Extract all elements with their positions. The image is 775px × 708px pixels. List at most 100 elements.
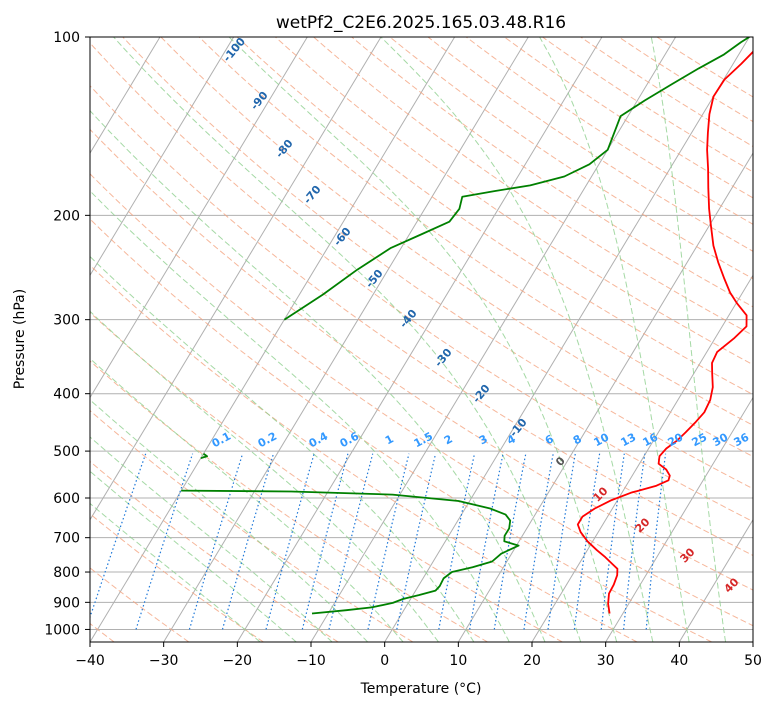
dry-adiabat-line [90, 360, 488, 642]
plot-frame [89, 36, 754, 643]
temperature-profile-line [576, 50, 753, 614]
isotherm-line [163, 37, 529, 642]
x-tick-label: −40 [75, 653, 105, 669]
y-tick-label: 300 [53, 313, 80, 329]
isotherm-line [605, 396, 753, 642]
isotherm-line [310, 37, 677, 642]
x-tick-label: 40 [670, 653, 688, 669]
x-tick-label: −10 [296, 653, 326, 669]
y-axis-label: Pressure (hPa) [12, 289, 28, 389]
isotherm-line [384, 37, 750, 642]
dry-adiabat-line [313, 37, 753, 336]
isotherm-line [90, 37, 161, 155]
y-tick-label: 400 [53, 387, 80, 403]
mixing-ratio-label: 2 [442, 432, 455, 447]
dewpoint-profile-line [181, 489, 520, 615]
moist-adiabat-line [90, 109, 546, 642]
moist-adiabat-line [90, 190, 510, 642]
dry-adiabat-label: -70 [301, 183, 324, 207]
y-tick-label: 700 [53, 531, 80, 547]
y-tick-label: 500 [53, 444, 80, 460]
dry-adiabat-label: -100 [220, 35, 248, 65]
mixing-ratio-line [645, 453, 667, 630]
moist-adiabat-line [90, 357, 404, 642]
mixing-ratio-label: 3 [477, 432, 490, 447]
dry-adiabat-line [90, 264, 638, 642]
mixing-ratio-label: 36 [732, 430, 752, 449]
dry-adiabat-label: -40 [397, 307, 420, 331]
mixing-ratio-line [221, 453, 275, 630]
isotherm-line [457, 152, 753, 642]
dry-adiabat-label: -80 [273, 137, 296, 161]
isotherm-line [90, 37, 235, 277]
dry-adiabat-line [236, 37, 753, 396]
mixing-ratio-label: 13 [619, 431, 639, 450]
isotherm-line [0, 37, 13, 642]
dry-adiabat-line [90, 513, 264, 642]
isotherm-line [90, 37, 382, 521]
mixing-ratio-line [135, 453, 194, 630]
mixing-ratio-line [188, 453, 244, 630]
dry-adiabat-line [90, 42, 753, 523]
dewpoint-profile-line [283, 37, 750, 321]
x-tick-label: 10 [449, 653, 467, 669]
dry-adiabat-line [90, 218, 712, 642]
dry-adiabat-line [90, 173, 753, 627]
dry-adiabat-line [90, 567, 190, 642]
mixing-ratio-line [547, 453, 576, 630]
mixing-ratio-label: 0.4 [307, 429, 331, 450]
moist-adiabat-line [90, 436, 333, 642]
moist-adiabat-line [90, 502, 261, 642]
mixing-ratio-line [438, 453, 476, 630]
mixing-ratio-label: 0.1 [210, 430, 233, 451]
dry-adiabat-label: -60 [331, 225, 354, 249]
dry-adiabat-line [465, 37, 753, 225]
x-tick-label: 20 [523, 653, 541, 669]
dry-adiabat-line [160, 37, 753, 458]
isotherm-line [678, 518, 753, 642]
mixing-ratio-line [469, 453, 504, 630]
mixing-ratio-line [90, 453, 147, 620]
moist-adiabat-line [228, 37, 618, 642]
mixing-ratio-label: 6 [543, 432, 556, 447]
chart-title: wetPf2_C2E6.2025.165.03.48.R16 [276, 13, 566, 33]
mixing-ratio-line [328, 453, 374, 630]
isotherm-line [90, 37, 308, 399]
y-tick-label: 600 [53, 491, 80, 507]
dry-adiabat-label: -50 [363, 267, 386, 291]
isotherm-line [90, 37, 456, 642]
dry-adiabat-label: -20 [470, 382, 493, 406]
moist-adiabat-line [539, 37, 690, 642]
mixing-ratio-label: 20 [666, 430, 686, 449]
mixing-ratio-line [265, 453, 315, 630]
moist-adiabat-line [90, 399, 369, 642]
dry-adiabat-line [351, 37, 753, 308]
mixing-ratio-line [396, 453, 437, 630]
dry-adiabat-line [90, 128, 753, 591]
mixing-ratio-label: 16 [641, 430, 661, 449]
moist-adiabat-line [90, 470, 297, 642]
isotherm-line [752, 641, 753, 642]
moist-adiabat-label: 0 [553, 454, 568, 469]
moist-adiabat-label: 40 [722, 575, 742, 595]
dry-adiabat-line [90, 311, 563, 642]
y-tick-label: 100 [53, 30, 80, 46]
moist-adiabat-line [90, 310, 439, 642]
moist-adiabat-line [90, 255, 475, 642]
mixing-ratio-label: 0.2 [256, 430, 279, 451]
mixing-ratio-label: 0.6 [338, 429, 362, 450]
x-tick-label: −20 [223, 653, 253, 669]
dry-adiabat-line [90, 85, 753, 556]
dry-adiabat-line [275, 37, 753, 366]
mixing-ratio-label: 1.5 [412, 430, 435, 451]
mixing-ratio-label: 25 [690, 431, 710, 450]
mixing-ratio-line [493, 453, 527, 630]
mixing-ratio-label: 8 [571, 432, 584, 447]
y-tick-label: 800 [53, 565, 80, 581]
dry-adiabat-label: -30 [432, 346, 455, 370]
dry-adiabat-line [427, 37, 753, 252]
mixing-ratio-line [600, 453, 625, 630]
mixing-ratio-line [623, 453, 646, 630]
mixing-ratio-label: 1 [383, 432, 396, 447]
